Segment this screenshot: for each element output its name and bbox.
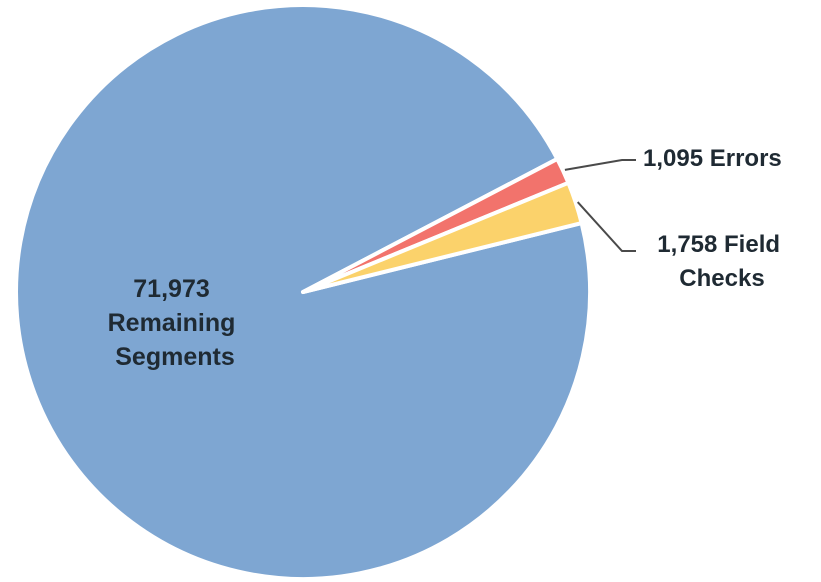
slice-label-field-checks: 1,758 Field Checks <box>657 231 786 292</box>
slice-label-remaining-line3: Segments <box>115 343 234 371</box>
slice-label-remaining-line2: Remaining <box>108 309 236 337</box>
slice-label-field-checks-line1: 1,758 Field <box>657 231 780 258</box>
slice-label-remaining: 71,973 Remaining Segments <box>108 275 243 371</box>
leader-lines <box>564 159 636 252</box>
slice-label-remaining-value: 71,973 <box>133 275 209 303</box>
slice-label-errors-line1: 1,095 Errors <box>643 145 782 172</box>
leader-line-field-checks <box>576 201 636 252</box>
slice-label-errors: 1,095 Errors <box>643 145 782 172</box>
leader-line-errors <box>564 159 636 171</box>
pie-slices <box>14 3 593 582</box>
slice-field-checks <box>301 180 584 294</box>
slice-label-field-checks-line2: Checks <box>679 265 764 292</box>
